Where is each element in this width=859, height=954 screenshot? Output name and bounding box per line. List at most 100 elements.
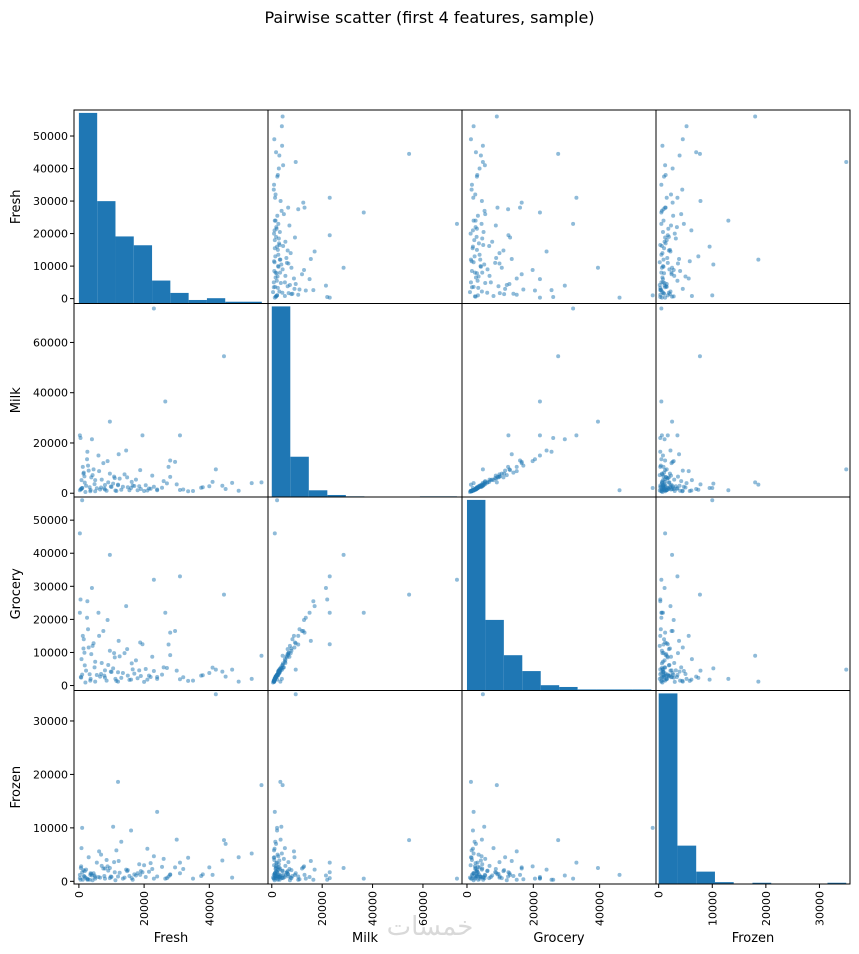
scatter-point	[665, 255, 670, 260]
scatter-point	[497, 860, 502, 865]
scatter-point	[675, 651, 680, 656]
scatter-point	[494, 783, 499, 788]
scatter-point	[275, 673, 280, 678]
scatter-point	[281, 876, 286, 881]
scatter-point	[571, 876, 576, 881]
scatter-point	[469, 182, 474, 187]
scatter-point	[116, 859, 121, 864]
scatter-point	[507, 281, 512, 286]
scatter-point	[341, 265, 346, 270]
scatter-point	[511, 873, 516, 878]
scatter-point	[662, 673, 667, 678]
scatter-point	[79, 846, 84, 851]
scatter-point	[687, 488, 692, 493]
scatter-point	[659, 280, 664, 285]
scatter-point	[662, 658, 667, 663]
panel-frame	[655, 496, 851, 691]
scatter-point	[272, 218, 277, 223]
scatter-point	[471, 218, 476, 223]
scatter-point	[475, 278, 480, 283]
scatter-point	[753, 653, 758, 658]
y-axis-label: Frozen	[9, 766, 24, 809]
scatter-point	[155, 874, 160, 879]
scatter-point	[80, 825, 85, 830]
scatter-point	[112, 860, 117, 865]
scatter-point	[132, 872, 137, 877]
scatter-point	[163, 610, 168, 615]
scatter-point	[93, 478, 98, 483]
scatter-point	[213, 667, 218, 672]
scatter-point	[166, 874, 171, 879]
scatter-point	[479, 837, 484, 842]
scatter-point	[710, 485, 715, 490]
scatter-point	[289, 646, 294, 651]
scatter-point	[684, 481, 689, 486]
y-axis-label: Milk	[9, 387, 24, 413]
scatter-point	[673, 484, 678, 489]
scatter-point	[473, 150, 478, 155]
x-axis-label: Grocery	[533, 931, 585, 946]
scatter-point	[494, 870, 499, 875]
scatter-point	[83, 680, 88, 685]
scatter-point	[650, 293, 655, 298]
scatter-point	[292, 872, 297, 877]
scatter-point	[686, 469, 691, 474]
scatter-point	[79, 657, 84, 662]
scatter-point	[186, 678, 191, 683]
scatter-point	[407, 838, 412, 843]
scatter-point	[471, 851, 476, 856]
scatter-point	[278, 270, 283, 275]
scatter-point	[756, 482, 761, 487]
scatter-point	[670, 552, 675, 557]
scatter-point	[678, 268, 683, 273]
scatter-point	[292, 286, 297, 291]
scatter-point	[680, 137, 685, 142]
scatter-point	[163, 399, 168, 404]
scatter-point	[549, 449, 554, 454]
scatter-point	[659, 399, 664, 404]
scatter-point	[281, 163, 286, 168]
scatter-point	[571, 306, 576, 311]
scatter-point	[135, 488, 140, 493]
scatter-point	[108, 669, 113, 674]
scatter-point	[161, 856, 166, 861]
scatter-point	[669, 668, 674, 673]
scatter-point	[511, 291, 516, 296]
scatter-point	[181, 867, 186, 872]
scatter-point	[506, 433, 511, 438]
scatter-point	[470, 246, 475, 251]
scatter-point	[325, 597, 330, 602]
scatter-point	[272, 246, 277, 251]
scatter-point	[726, 676, 731, 681]
scatter-point	[236, 488, 241, 493]
scatter-point	[142, 863, 147, 868]
scatter-point	[286, 205, 291, 210]
scatter-points-layer	[77, 114, 849, 883]
scatter-point	[272, 231, 277, 236]
scatter-point	[280, 143, 285, 148]
scatter-point	[657, 676, 662, 681]
scatter-point	[249, 676, 254, 681]
scatter-point	[480, 143, 485, 148]
histogram-bar	[632, 689, 652, 691]
scatter-point	[210, 479, 215, 484]
scatter-point	[519, 272, 524, 277]
scatter-point	[146, 869, 151, 874]
scatter-point	[114, 848, 119, 853]
scatter-point	[663, 630, 668, 635]
scatter-point	[669, 654, 674, 659]
scatter-point	[280, 653, 285, 658]
scatter-point	[506, 464, 511, 469]
scatter-point	[661, 207, 666, 212]
y-tick-label: 50000	[33, 130, 68, 143]
panel-frame	[461, 109, 657, 304]
scatter-point	[92, 482, 97, 487]
scatter-point	[689, 657, 694, 662]
scatter-point	[173, 865, 178, 870]
scatter-point	[471, 871, 476, 876]
scatter-point	[474, 485, 479, 490]
scatter-point	[174, 837, 179, 842]
scatter-point	[707, 244, 712, 249]
scatter-point	[487, 479, 492, 484]
scatter-point	[191, 488, 196, 493]
